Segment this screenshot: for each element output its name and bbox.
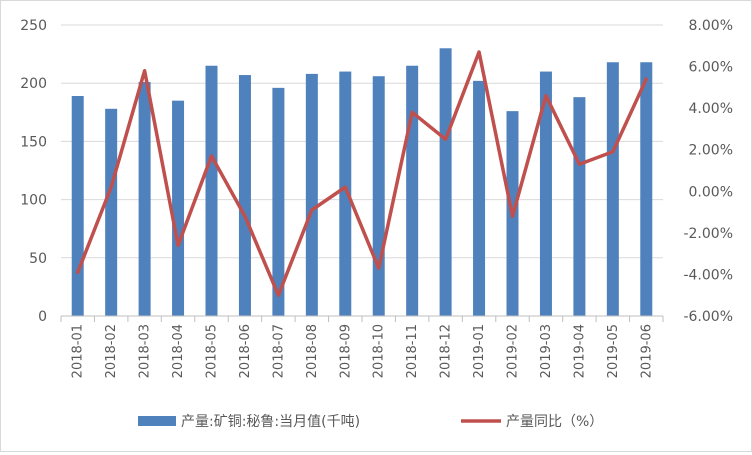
y-right-tick-label: -6.00%	[683, 309, 733, 325]
y-left-tick-label: 0	[38, 309, 47, 325]
x-tick-label: 2019-03	[539, 324, 554, 378]
line-point	[512, 215, 513, 217]
bar	[339, 71, 352, 316]
line-point	[378, 267, 380, 269]
line-point	[545, 95, 547, 97]
y-right-tick-label: 8.00%	[689, 18, 733, 34]
x-tick-label: 2018-09	[338, 324, 353, 378]
x-tick-label: 2019-01	[472, 324, 487, 378]
x-tick-label: 2018-01	[71, 324, 86, 378]
line-point	[344, 186, 346, 188]
line-point	[478, 51, 480, 53]
bar	[640, 62, 653, 316]
line-point	[177, 244, 179, 246]
line-point	[211, 155, 212, 157]
bar	[372, 76, 385, 316]
bar	[172, 100, 185, 316]
y-left-tick-label: 150	[20, 134, 47, 150]
x-tick-label: 2018-05	[205, 324, 220, 378]
axes: 0 50 100 150 200 250 -6.00% -4.00% -2.00% 0.00% 2.…	[20, 18, 733, 378]
bar	[406, 65, 419, 317]
y-right-tick-label: -2.00%	[683, 226, 733, 242]
line-point	[445, 138, 447, 140]
line-point	[77, 271, 79, 273]
bar	[606, 62, 619, 316]
x-tick-label: 2018-02	[104, 324, 119, 378]
x-tick-label: 2018-07	[271, 324, 286, 378]
bar	[439, 48, 452, 316]
line-point	[411, 111, 413, 113]
x-tick-label: 2018-03	[138, 324, 153, 378]
legend: 产量:矿铜:秘鲁:当月值(千吨) 产量同比（%）	[138, 414, 603, 430]
bar	[272, 87, 285, 316]
bar	[205, 65, 218, 317]
line-point	[612, 151, 614, 153]
bar	[539, 71, 552, 316]
legend-swatch-bar	[138, 416, 176, 426]
bar	[71, 96, 84, 316]
bar	[238, 75, 251, 316]
legend-label-output: 产量:矿铜:秘鲁:当月值(千吨)	[181, 414, 360, 430]
line-point	[244, 215, 246, 217]
x-tick-label: 2018-06	[238, 324, 253, 378]
y-left-tick-label: 100	[20, 193, 47, 209]
bar	[138, 82, 151, 316]
y-right-tick-label: 4.00%	[689, 101, 733, 117]
x-tick-label: 2018-11	[405, 324, 420, 378]
legend-label-yoy: 产量同比（%）	[506, 414, 603, 430]
line-series	[75, 50, 649, 297]
y-left-tick-label: 250	[20, 18, 47, 34]
bar	[305, 73, 318, 316]
y-right-tick-label: 6.00%	[689, 60, 733, 76]
y-right-tick-label: 0.00%	[689, 184, 733, 200]
line-point	[645, 78, 647, 80]
bar-series	[71, 48, 653, 317]
y-right-tick-label: 2.00%	[689, 143, 733, 159]
yoy-line	[75, 50, 649, 297]
line-point	[144, 70, 146, 72]
bar	[473, 80, 486, 316]
x-tick-label: 2018-12	[439, 324, 454, 378]
bar	[573, 97, 586, 316]
line-point	[110, 186, 112, 188]
x-tick-label: 2019-02	[506, 324, 521, 378]
x-tick-label: 2018-08	[305, 324, 320, 378]
x-tick-label: 2019-05	[606, 324, 621, 378]
x-tick-label: 2018-04	[171, 324, 186, 378]
y-right-tick-label: -4.00%	[683, 267, 733, 283]
x-tick-label: 2019-06	[639, 324, 654, 378]
bar	[105, 108, 118, 316]
line-point	[277, 294, 279, 296]
x-tick-label: 2018-10	[372, 324, 387, 378]
y-left-tick-label: 50	[29, 251, 47, 267]
x-tick-label: 2019-04	[572, 324, 587, 378]
gridlines	[61, 24, 663, 259]
y-left-tick-label: 200	[20, 76, 47, 92]
line-point	[578, 163, 580, 165]
line-point	[311, 209, 313, 211]
